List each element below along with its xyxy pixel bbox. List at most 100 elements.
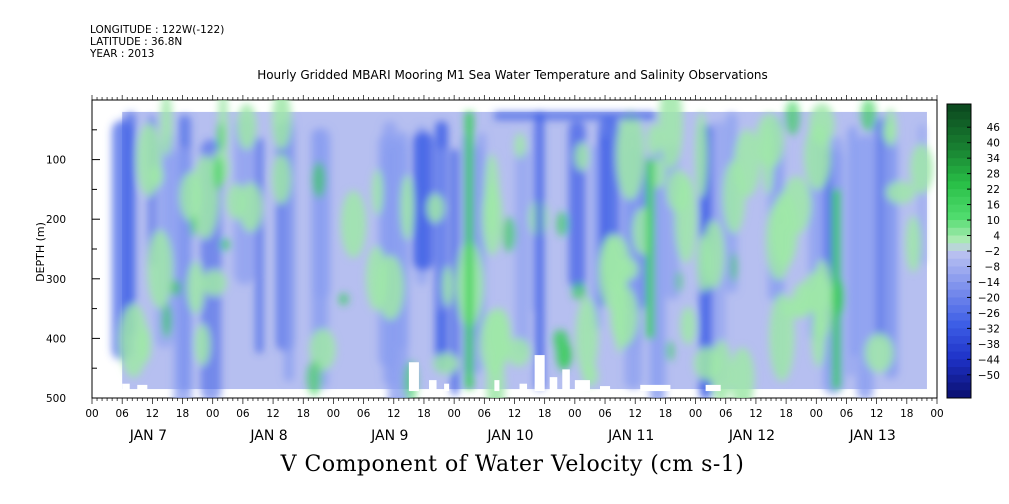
colorbar-swatch bbox=[947, 258, 971, 267]
colorbar-swatch bbox=[947, 359, 971, 368]
colorbar-label: 22 bbox=[987, 184, 1000, 196]
x-hour-label: 12 bbox=[629, 408, 642, 420]
colorbar-label: 10 bbox=[987, 215, 1000, 227]
latitude-label: LATITUDE : 36.8N bbox=[90, 36, 183, 48]
colorbar-label: −44 bbox=[978, 354, 1000, 366]
x-hour-label: 18 bbox=[900, 408, 913, 420]
x-hour-label: 00 bbox=[327, 408, 340, 420]
positive-patch bbox=[186, 261, 205, 314]
colorbar-swatch bbox=[947, 196, 971, 206]
negative-band bbox=[847, 128, 855, 377]
x-hour-label: 00 bbox=[810, 408, 823, 420]
positive-core bbox=[860, 100, 877, 132]
colorbar-swatch bbox=[947, 235, 971, 244]
missing-data bbox=[549, 377, 558, 392]
y-tick-label: 200 bbox=[46, 214, 66, 226]
negative-band bbox=[591, 144, 602, 331]
negative-band bbox=[255, 137, 264, 354]
x-hour-label: 00 bbox=[689, 408, 702, 420]
positive-patch bbox=[506, 337, 531, 367]
positive-patch bbox=[376, 255, 405, 321]
positive-patch bbox=[658, 100, 683, 169]
colorbar-swatch bbox=[947, 227, 971, 237]
colorbar-label: −50 bbox=[978, 370, 1000, 382]
positive-patch bbox=[781, 176, 812, 235]
positive-patch bbox=[811, 307, 826, 368]
positive-patch bbox=[119, 303, 148, 378]
metadata-block: LONGITUDE : 122W(-122) LATITUDE : 36.8N … bbox=[90, 24, 224, 60]
colorbar-swatch bbox=[947, 251, 971, 260]
colorbar-swatch bbox=[947, 134, 971, 144]
colorbar-swatch bbox=[947, 220, 971, 229]
x-axis: 00 06 12 18 00 06 12 18 00 06 12 18 00 06 12 18 00 06 12 18… bbox=[85, 398, 944, 444]
x-hour-label: 18 bbox=[538, 408, 551, 420]
missing-data bbox=[494, 380, 500, 392]
colorbar-swatch bbox=[947, 274, 971, 283]
positive-core bbox=[556, 211, 569, 237]
positive-patch bbox=[801, 272, 832, 314]
colorbar-label: 40 bbox=[987, 138, 1000, 150]
missing-data bbox=[705, 384, 721, 392]
feature-band bbox=[832, 189, 841, 390]
colorbar-swatch bbox=[947, 119, 971, 128]
x-hour-label: 18 bbox=[659, 408, 672, 420]
y-tick-label: 100 bbox=[46, 155, 66, 167]
missing-data bbox=[137, 384, 148, 392]
positive-patch bbox=[479, 309, 510, 376]
colorbar-label: −14 bbox=[978, 277, 1000, 289]
colorbar-label: −20 bbox=[978, 292, 1000, 304]
positive-patch bbox=[910, 143, 934, 194]
colorbar-swatch bbox=[947, 390, 971, 399]
colorbar-label: 16 bbox=[987, 200, 1001, 212]
positive-core bbox=[502, 216, 517, 253]
missing-data bbox=[600, 386, 611, 392]
positive-patch bbox=[272, 153, 292, 205]
colorbar-swatch bbox=[947, 289, 971, 298]
surface-strip bbox=[494, 111, 656, 120]
variable-label-text: V Component of Water Velocity (cm s-1) bbox=[280, 452, 745, 477]
positive-core bbox=[220, 238, 232, 251]
colorbar-swatch bbox=[947, 189, 971, 198]
x-hour-label: 12 bbox=[749, 408, 762, 420]
positive-patch bbox=[442, 266, 454, 307]
field-texture bbox=[111, 100, 934, 398]
colorbar-swatch bbox=[947, 343, 971, 353]
colorbar-label: 4 bbox=[993, 231, 1000, 243]
positive-patch bbox=[762, 123, 774, 195]
x-day-label: JAN 7 bbox=[129, 428, 167, 444]
x-hour-label: 00 bbox=[447, 408, 460, 420]
positive-core bbox=[338, 293, 349, 306]
colorbar-swatch bbox=[947, 158, 971, 167]
positive-core bbox=[666, 340, 674, 362]
colorbar-swatch bbox=[947, 173, 971, 182]
positive-patch bbox=[179, 171, 202, 222]
positive-core bbox=[571, 282, 587, 301]
positive-core bbox=[675, 270, 683, 293]
negative-band bbox=[438, 147, 446, 311]
positive-core bbox=[784, 100, 800, 136]
colorbar-swatch bbox=[947, 165, 971, 175]
positive-core bbox=[170, 279, 182, 297]
positive-patch bbox=[722, 160, 746, 234]
positive-patch bbox=[574, 142, 589, 171]
chart-title-text: Hourly Gridded MBARI Mooring M1 Sea Wate… bbox=[257, 68, 768, 82]
x-hour-label: 06 bbox=[598, 408, 612, 420]
positive-patch bbox=[149, 165, 164, 187]
x-hour-label: 06 bbox=[478, 408, 492, 420]
colorbar-label: 34 bbox=[987, 153, 1001, 165]
negative-band bbox=[451, 148, 459, 396]
colorbar-label: −2 bbox=[985, 246, 1000, 258]
missing-data bbox=[408, 362, 419, 392]
colorbar-label: −32 bbox=[978, 323, 1000, 335]
missing-data bbox=[428, 380, 437, 392]
positive-patch bbox=[237, 103, 257, 150]
missing-data bbox=[534, 355, 545, 392]
x-hour-label: 06 bbox=[719, 408, 733, 420]
positive-patch bbox=[400, 175, 415, 240]
positive-patch bbox=[514, 132, 526, 159]
colorbar-label: 46 bbox=[987, 122, 1001, 134]
negative-band bbox=[515, 149, 530, 356]
positive-patch bbox=[432, 353, 459, 375]
x-day-label: JAN 12 bbox=[728, 428, 775, 444]
